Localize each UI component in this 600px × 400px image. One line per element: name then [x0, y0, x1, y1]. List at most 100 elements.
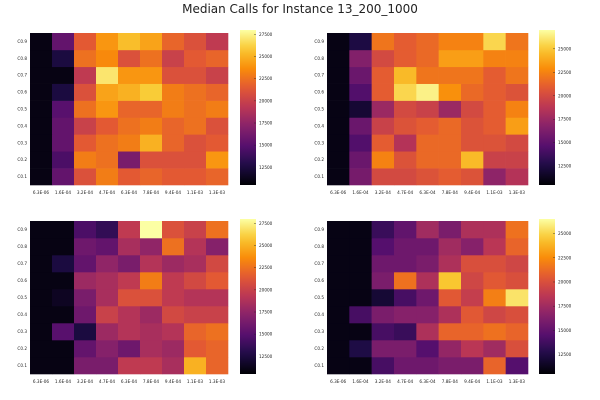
x-tick-label: 7.8E-04	[143, 190, 159, 195]
heatmap-cell	[30, 117, 53, 135]
y-tick-label: C0.8	[314, 56, 324, 61]
colorbar-tick-label: 12500	[259, 165, 273, 170]
x-tick-label: 4.7E-04	[397, 190, 413, 195]
heatmap-cell	[74, 340, 97, 358]
heatmap-cell	[371, 289, 395, 307]
heatmap-cell	[30, 289, 53, 307]
heatmap-cell	[416, 151, 439, 169]
heatmap-cell	[140, 357, 163, 375]
heatmap-cell	[394, 357, 417, 375]
y-tick-label: C0.7	[314, 73, 324, 78]
y-tick-label: C0.8	[314, 244, 324, 249]
heatmap-cell	[438, 117, 462, 135]
heatmap-cell	[52, 49, 75, 68]
heatmap-cell	[461, 272, 484, 290]
heatmap-cell	[184, 221, 207, 239]
heatmap-cell	[30, 83, 53, 101]
heatmap-cell	[483, 49, 506, 68]
heatmap-cell	[483, 100, 506, 118]
heatmap-cell	[184, 272, 207, 290]
heatmap-cell	[371, 49, 395, 68]
heatmap-cell	[416, 289, 439, 307]
heatmap-cell	[505, 117, 529, 135]
heatmap-cell	[394, 255, 417, 273]
heatmap-cell	[30, 357, 53, 375]
heatmap-cell	[416, 83, 439, 101]
heatmap-cell	[483, 151, 506, 169]
heatmap-cell	[74, 289, 97, 307]
heatmap-cell	[416, 340, 439, 358]
heatmap-cell	[371, 323, 395, 341]
heatmap-cell	[349, 323, 372, 341]
heatmap-cell	[206, 83, 229, 101]
x-tick-label: 9.4E-04	[464, 190, 480, 195]
heatmap-cell	[74, 66, 97, 84]
x-tick-label: 3.2E-04	[375, 379, 391, 384]
y-tick-label: C0.5	[17, 107, 27, 112]
heatmap-cell	[327, 117, 350, 135]
y-tick-label: C0.8	[17, 244, 27, 249]
y-tick-label: C0.3	[17, 140, 27, 145]
heatmap-cell	[371, 306, 395, 324]
heatmap-cell	[371, 66, 395, 84]
heatmap-cell	[416, 255, 439, 273]
x-tick-label: 9.4E-04	[464, 379, 480, 384]
heatmap-panel-bottom-left: C0.1 C0.2 C0.3 C0.4 C0.5 C0.6 C0.7 C0.8 C0.9 6.3E…	[17, 219, 273, 384]
heatmap-cell	[483, 289, 506, 307]
heatmap-cell	[162, 151, 185, 169]
colorbar	[539, 30, 555, 185]
heatmap-cell	[184, 289, 207, 307]
heatmap-cell	[96, 151, 119, 169]
heatmap-cell	[206, 255, 229, 273]
heatmap-cell	[416, 168, 439, 186]
heatmap-cell	[52, 117, 75, 135]
heatmap-cell	[118, 66, 141, 84]
heatmap-cell	[371, 357, 395, 375]
heatmap-cell	[505, 357, 529, 375]
heatmap-cell	[371, 151, 395, 169]
y-tick-label: C0.7	[314, 261, 324, 266]
heatmap-cell	[371, 221, 395, 239]
heatmap-cell	[349, 100, 372, 118]
heatmap-cell	[438, 357, 462, 375]
heatmap-cell	[371, 340, 395, 358]
y-tick-label: C0.6	[17, 90, 27, 95]
x-tick-label: 1.6E-04	[352, 379, 368, 384]
heatmap-cell	[74, 306, 97, 324]
y-tick-label: C0.9	[314, 39, 324, 44]
y-tick-label: C0.1	[17, 174, 27, 179]
heatmap-cell	[162, 168, 185, 186]
colorbar-tick-label: 22500	[259, 76, 273, 81]
heatmap-cell	[184, 323, 207, 341]
heatmap-cell	[140, 289, 163, 307]
heatmap-cell	[349, 272, 372, 290]
heatmap-cell	[371, 255, 395, 273]
heatmap-cell	[30, 49, 53, 68]
heatmap-cell	[118, 83, 141, 101]
x-tick-label: 9.4E-04	[165, 190, 181, 195]
heatmap-cell	[416, 221, 439, 239]
colorbar-tick-label: 17500	[558, 117, 572, 122]
heatmap-cell	[483, 255, 506, 273]
heatmap-cell	[52, 134, 75, 152]
y-tick-label: C0.9	[17, 39, 27, 44]
heatmap-cell	[206, 134, 229, 152]
heatmap-cell	[206, 221, 229, 239]
heatmap-cell	[162, 134, 185, 152]
heatmap-cell	[206, 117, 229, 135]
heatmap-cell	[505, 289, 529, 307]
heatmap-cell	[30, 221, 53, 239]
heatmap-cell	[96, 33, 119, 51]
heatmap-cell	[118, 221, 141, 239]
heatmap-cell	[52, 168, 75, 186]
heatmap-cell	[349, 168, 372, 186]
x-tick-label: 6.3E-06	[330, 190, 346, 195]
heatmap-cell	[461, 151, 484, 169]
heatmap-cell	[461, 340, 484, 358]
heatmap-cell	[162, 221, 185, 239]
heatmap-cell	[96, 323, 119, 341]
heatmap-cell	[118, 117, 141, 135]
heatmap-cell	[461, 33, 484, 51]
heatmap-cell	[140, 255, 163, 273]
heatmap-cell	[461, 238, 484, 256]
